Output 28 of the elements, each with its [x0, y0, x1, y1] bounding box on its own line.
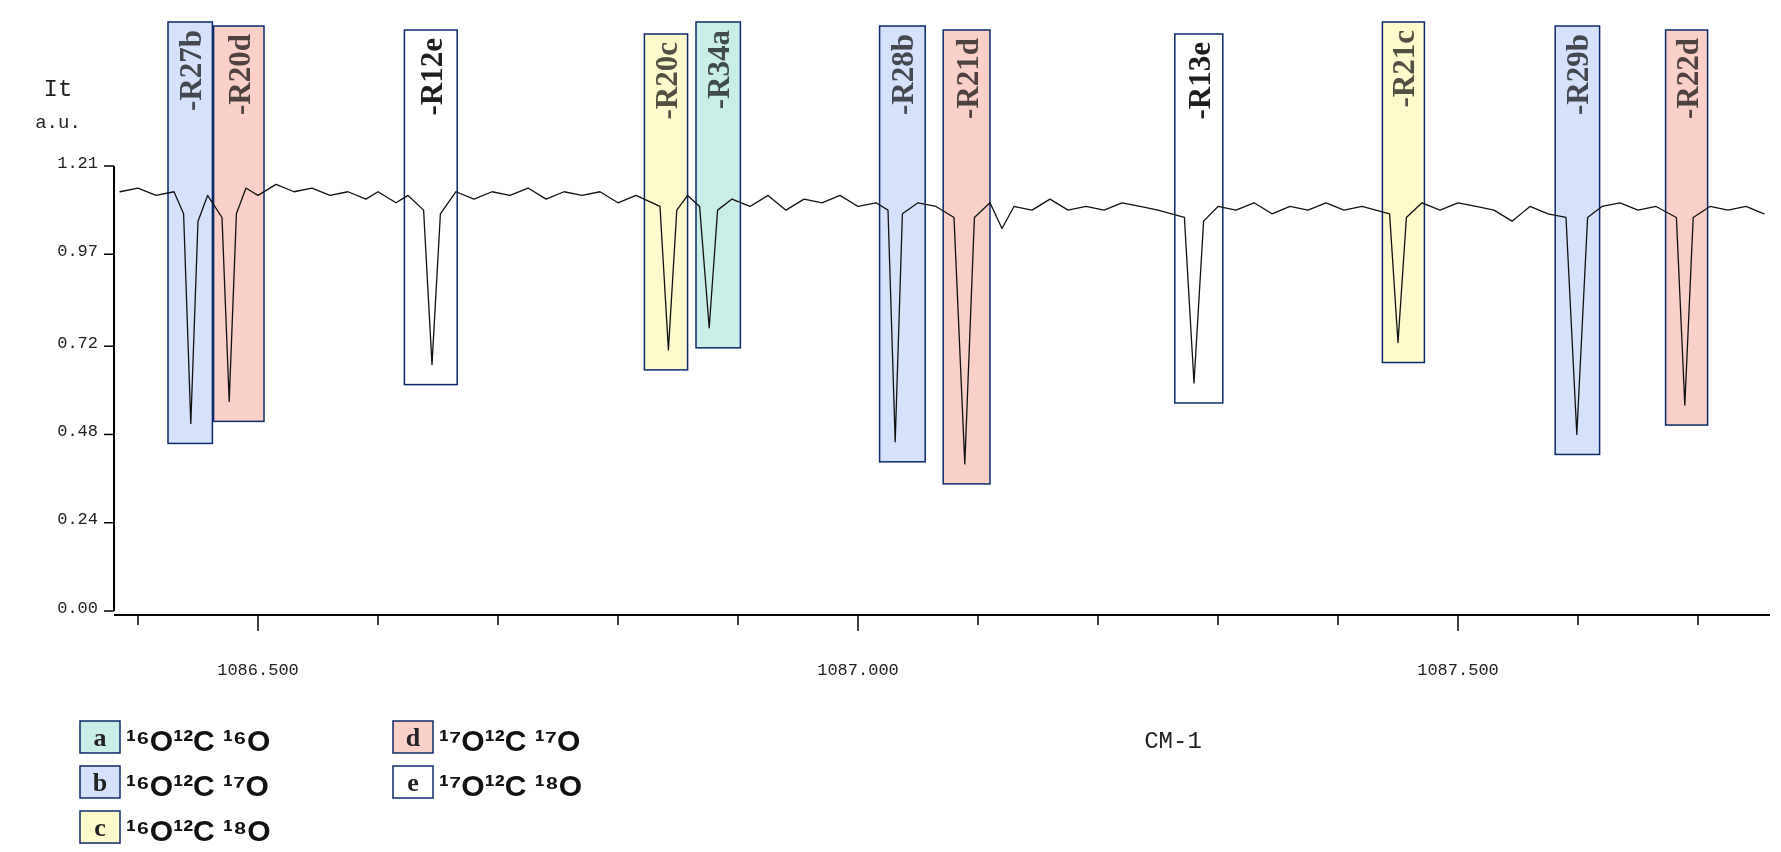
band-label: -R34a [701, 29, 737, 110]
y-tick-label: 1.21 [57, 153, 98, 173]
text: c ¹⁶O¹²C ¹⁸O [94, 813, 271, 847]
text: b ¹⁶O¹²C ¹⁷O [92, 768, 269, 802]
band-label: -R20d [221, 34, 257, 115]
band-label: -R21c [1386, 30, 1422, 108]
y-axis-title: It a.u. [35, 76, 81, 134]
text: a ¹⁶O¹²C ¹⁶O [93, 723, 271, 757]
x-tick-label: 1086.500 [217, 661, 299, 680]
band-label: -R21d [949, 38, 985, 119]
text: d ¹⁷O¹²C ¹⁷O [405, 723, 581, 757]
band-label: -R20c [649, 42, 684, 120]
y-tick-label: 0.48 [57, 422, 98, 442]
y-tick-label: 0.00 [57, 598, 98, 618]
band-label: -R13e [1181, 42, 1217, 120]
y-tick-label: 0.97 [57, 241, 98, 261]
y-tick-label: 0.24 [57, 510, 98, 530]
band-label: -R22d [1669, 38, 1705, 119]
x-axis-title: CM-1 [1144, 728, 1202, 755]
y-tick-label: 0.72 [57, 333, 98, 353]
x-tick-label: 1087.000 [817, 661, 899, 680]
band-label: -R27b [173, 30, 209, 111]
band-label: -R12e [413, 38, 449, 116]
band-label: -R29b [1560, 34, 1596, 115]
text: e ¹⁷O¹²C ¹⁸O [407, 768, 583, 802]
line-series [119, 183, 1765, 465]
band-label: -R28b [885, 34, 921, 115]
x-tick-label: 1087.500 [1417, 661, 1499, 680]
